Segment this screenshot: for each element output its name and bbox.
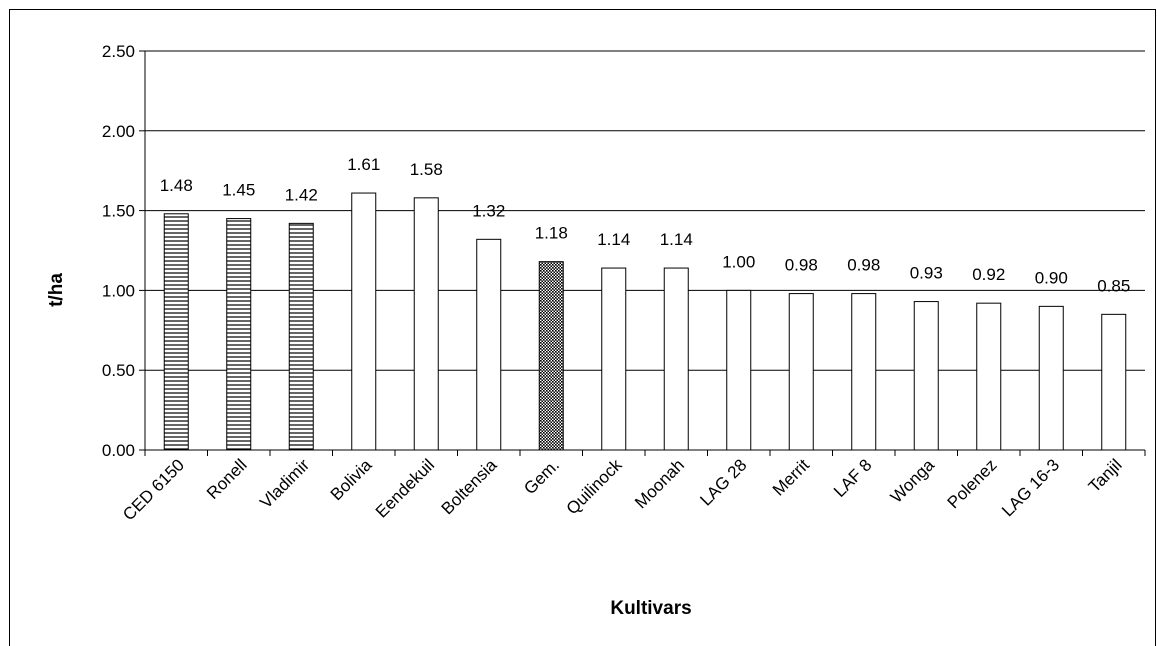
y-tick-label: 1.00 — [102, 281, 135, 300]
y-tick-label: 1.50 — [102, 202, 135, 221]
bar — [976, 302, 1002, 451]
x-tick-label: Wonga — [887, 455, 939, 507]
data-label: 0.98 — [847, 256, 880, 275]
data-label: 0.90 — [1035, 268, 1068, 287]
bar — [1038, 305, 1064, 451]
x-tick-label: CED 6150 — [119, 455, 188, 524]
bar — [851, 293, 877, 451]
data-label: 0.85 — [1097, 276, 1130, 295]
data-label: 0.92 — [972, 265, 1005, 284]
bar — [288, 222, 314, 451]
bars — [163, 192, 1127, 451]
x-tick-label: LAG 28 — [696, 455, 750, 509]
bar — [351, 192, 377, 451]
data-label: 1.18 — [535, 224, 568, 243]
x-tick-label: LAF 8 — [830, 455, 876, 501]
bar — [413, 197, 439, 451]
bar — [726, 289, 752, 451]
data-label: 1.00 — [722, 252, 755, 271]
chart-frame — [9, 9, 1156, 646]
y-tick-label: 2.50 — [102, 42, 135, 61]
x-tick-label: Gem. — [520, 455, 563, 498]
data-label: 1.14 — [597, 230, 630, 249]
bar — [476, 238, 502, 451]
x-tick-label: Merrit — [769, 455, 813, 499]
bar — [663, 267, 689, 451]
data-label: 0.98 — [785, 256, 818, 275]
y-tick-label: 0.50 — [102, 361, 135, 380]
x-tick-label: Moonah — [631, 455, 688, 512]
bar — [538, 261, 564, 451]
y-tick-labels: 0.00 0.50 1.00 1.50 2.00 2.50 — [102, 42, 135, 460]
data-label: 1.61 — [347, 155, 380, 174]
bar — [163, 213, 189, 451]
x-tick-label: Ronell — [203, 455, 251, 503]
x-tick-label: Vladimir — [256, 455, 313, 512]
y-tick-label: 2.00 — [102, 122, 135, 141]
data-label: 0.93 — [910, 264, 943, 283]
bar — [226, 218, 252, 451]
x-tick-label: LAG 16-3 — [998, 455, 1063, 520]
data-label: 1.48 — [160, 176, 193, 195]
y-axis-title: t/ha — [46, 273, 67, 307]
data-label: 1.32 — [472, 201, 505, 220]
data-label: 1.42 — [285, 185, 318, 204]
x-tick-label: Polenez — [944, 455, 1001, 512]
data-label: 1.45 — [222, 181, 255, 200]
x-tick-label: Quilinock — [563, 455, 626, 518]
x-tick-label: Tanjil — [1085, 455, 1126, 496]
bar — [601, 267, 627, 451]
bar — [913, 301, 939, 451]
data-labels: 1.48 1.45 1.42 1.61 1.58 1.32 1.18 1.14 1.14 1.00… — [160, 155, 1131, 295]
y-tick-label: 0.00 — [102, 441, 135, 460]
bar — [1101, 313, 1127, 451]
bar — [788, 293, 814, 451]
x-tick-label: Eendekuil — [372, 455, 438, 521]
x-tick-label: Bolivia — [327, 455, 376, 504]
data-label: 1.58 — [410, 160, 443, 179]
data-label: 1.14 — [660, 230, 693, 249]
x-axis-title: Kultivars — [610, 598, 691, 619]
x-tick-label: Boltensia — [438, 455, 501, 518]
